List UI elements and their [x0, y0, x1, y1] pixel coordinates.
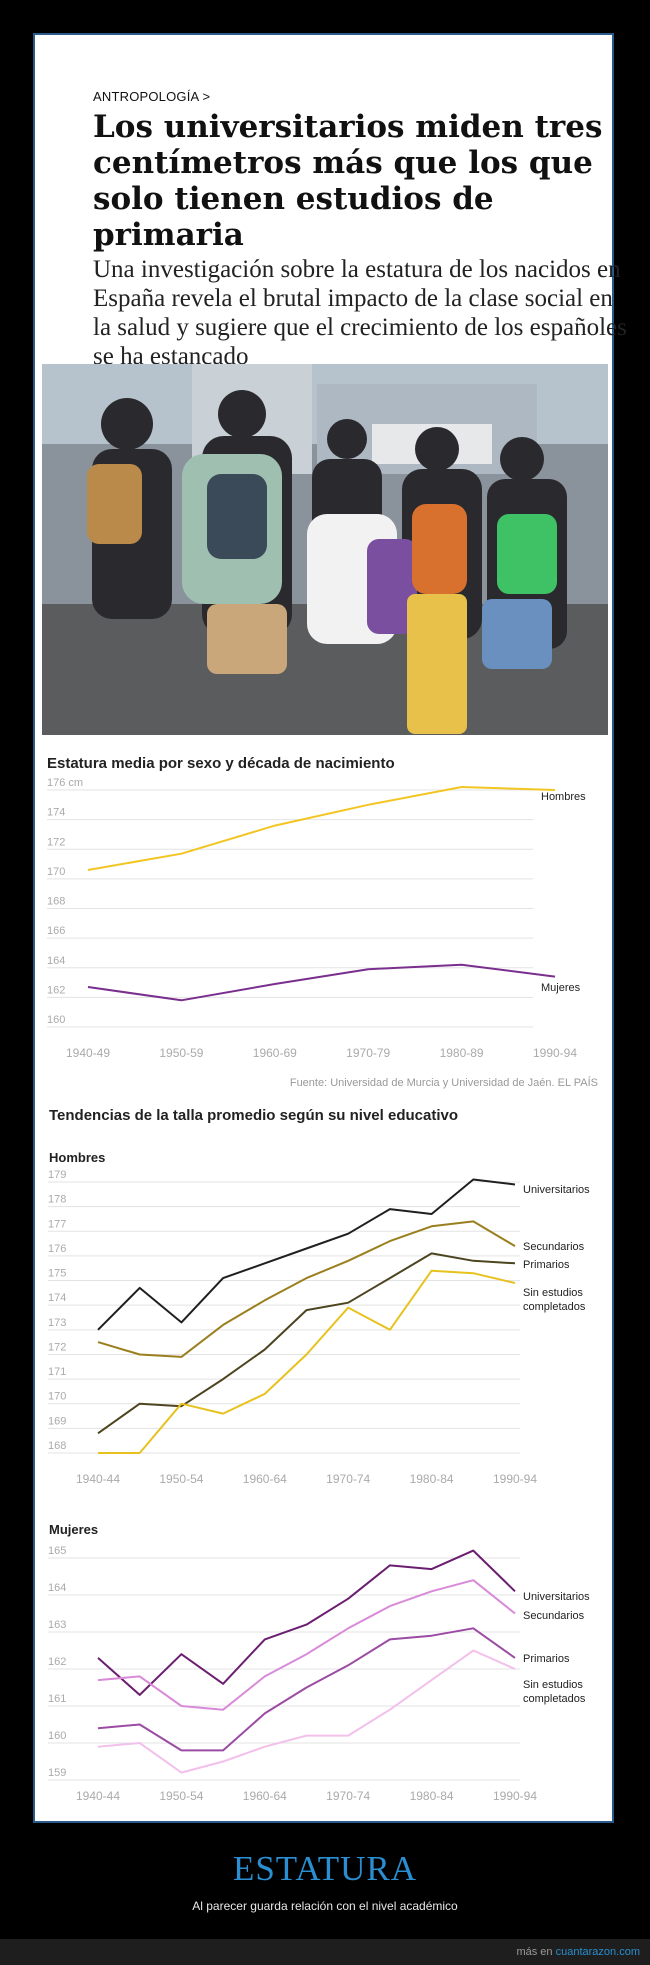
- y-tick-label: 166: [47, 925, 65, 937]
- chart1-source: Fuente: Universidad de Murcia y Universi…: [290, 1076, 598, 1089]
- series-label: Mujeres: [541, 982, 581, 994]
- y-tick-label: 176: [48, 1243, 66, 1255]
- y-tick-label: 159: [48, 1767, 66, 1779]
- y-tick-label: 177: [48, 1218, 66, 1230]
- x-tick-label: 1980-84: [410, 1472, 454, 1486]
- y-tick-label: 172: [48, 1341, 66, 1353]
- x-tick-label: 1950-59: [159, 1046, 203, 1060]
- x-tick-label: 1960-64: [243, 1472, 287, 1486]
- chart-sexo: Estatura media por sexo y década de naci…: [47, 755, 598, 1089]
- x-tick-label: 1950-54: [159, 1472, 203, 1486]
- section-label[interactable]: ANTROPOLOGÍA >: [93, 89, 211, 104]
- x-tick-label: 1980-84: [410, 1789, 454, 1803]
- series-label: Primarios: [523, 1259, 570, 1271]
- x-tick-label: 1960-64: [243, 1789, 287, 1803]
- series-label: Sin estudios: [523, 1287, 583, 1299]
- credit-prefix: más en: [516, 1946, 553, 1958]
- series-line: [97, 1649, 516, 1774]
- chart2-title: Tendencias de la talla promedio según su…: [49, 1107, 458, 1124]
- series-line: [97, 1220, 516, 1358]
- y-tick-label: 162: [47, 984, 65, 996]
- y-tick-label: 160: [47, 1014, 65, 1026]
- chart1-title: Estatura media por sexo y década de naci…: [47, 755, 395, 772]
- y-tick-label: 160: [48, 1730, 66, 1742]
- x-tick-label: 1960-69: [253, 1046, 297, 1060]
- y-tick-label: 172: [47, 836, 65, 848]
- x-tick-label: 1940-49: [66, 1046, 110, 1060]
- series-label: Secundarios: [523, 1241, 585, 1253]
- series-line: [97, 1178, 516, 1331]
- article-headline: Los universitarios miden tres centímetro…: [93, 109, 603, 253]
- y-tick-label: 163: [48, 1619, 66, 1631]
- article-card: ANTROPOLOGÍA > Los universitarios miden …: [33, 33, 627, 1823]
- x-tick-label: 1970-79: [346, 1046, 390, 1060]
- series-label: Universitarios: [523, 1591, 590, 1603]
- series-line: [97, 1627, 516, 1752]
- x-tick-label: 1990-94: [493, 1472, 537, 1486]
- y-tick-label: 169: [48, 1415, 66, 1427]
- x-tick-label: 1970-74: [326, 1789, 370, 1803]
- series-label: Primarios: [523, 1653, 570, 1665]
- y-tick-label: 170: [47, 866, 65, 878]
- x-tick-label: 1940-44: [76, 1789, 120, 1803]
- y-tick-label: 171: [48, 1366, 66, 1378]
- footer-title: ESTATURA: [232, 1849, 418, 1888]
- y-tick-label: 164: [47, 955, 65, 967]
- y-tick-label: 168: [48, 1440, 66, 1452]
- y-tick-label: 162: [48, 1656, 66, 1668]
- y-tick-label: 174: [48, 1292, 66, 1304]
- y-tick-label: 176 cm: [47, 777, 83, 789]
- x-tick-label: 1980-89: [440, 1046, 484, 1060]
- series-line: [98, 1269, 516, 1454]
- series-label: Secundarios: [523, 1610, 585, 1622]
- y-tick-label: 174: [47, 807, 65, 819]
- x-tick-label: 1950-54: [159, 1789, 203, 1803]
- series-label: Hombres: [541, 791, 586, 803]
- y-tick-label: 168: [47, 896, 65, 908]
- series-line: [87, 963, 556, 1002]
- chart3-subtitle: Mujeres: [49, 1522, 98, 1537]
- article-subtitle: Una investigación sobre la estatura de l…: [93, 256, 627, 370]
- x-tick-label: 1990-94: [493, 1789, 537, 1803]
- chart-mujeres: Mujeres 159 160 161 162 163 164 165 1940-44 1950…: [48, 1522, 590, 1803]
- article-photo: [42, 364, 608, 735]
- chart-hombres: Tendencias de la talla promedio según su…: [48, 1107, 590, 1486]
- y-tick-label: 165: [48, 1545, 66, 1557]
- series-label: Universitarios: [523, 1184, 590, 1196]
- y-tick-label: 164: [48, 1582, 66, 1594]
- series-line: [97, 1579, 516, 1711]
- series-line: [87, 786, 556, 871]
- y-tick-label: 170: [48, 1391, 66, 1403]
- y-tick-label: 175: [48, 1268, 66, 1280]
- x-tick-label: 1990-94: [533, 1046, 577, 1060]
- series-label: completados: [523, 1301, 586, 1313]
- y-tick-label: 173: [48, 1317, 66, 1329]
- series-line: [97, 1549, 516, 1696]
- bottom-bar: más en cuantarazon.com: [0, 1939, 650, 1965]
- series-label: completados: [523, 1693, 586, 1705]
- y-tick-label: 161: [48, 1693, 66, 1705]
- series-label: Sin estudios: [523, 1679, 583, 1691]
- site-credit: más en cuantarazon.com: [516, 1946, 640, 1958]
- y-tick-label: 178: [48, 1194, 66, 1206]
- site-link[interactable]: cuantarazon.com: [555, 1946, 640, 1958]
- chart2-subtitle: Hombres: [49, 1150, 105, 1165]
- y-tick-label: 179: [48, 1169, 66, 1181]
- footer-subtitle: Al parecer guarda relación con el nivel …: [192, 1899, 458, 1913]
- x-tick-label: 1940-44: [76, 1472, 120, 1486]
- series-line: [97, 1252, 516, 1435]
- x-tick-label: 1970-74: [326, 1472, 370, 1486]
